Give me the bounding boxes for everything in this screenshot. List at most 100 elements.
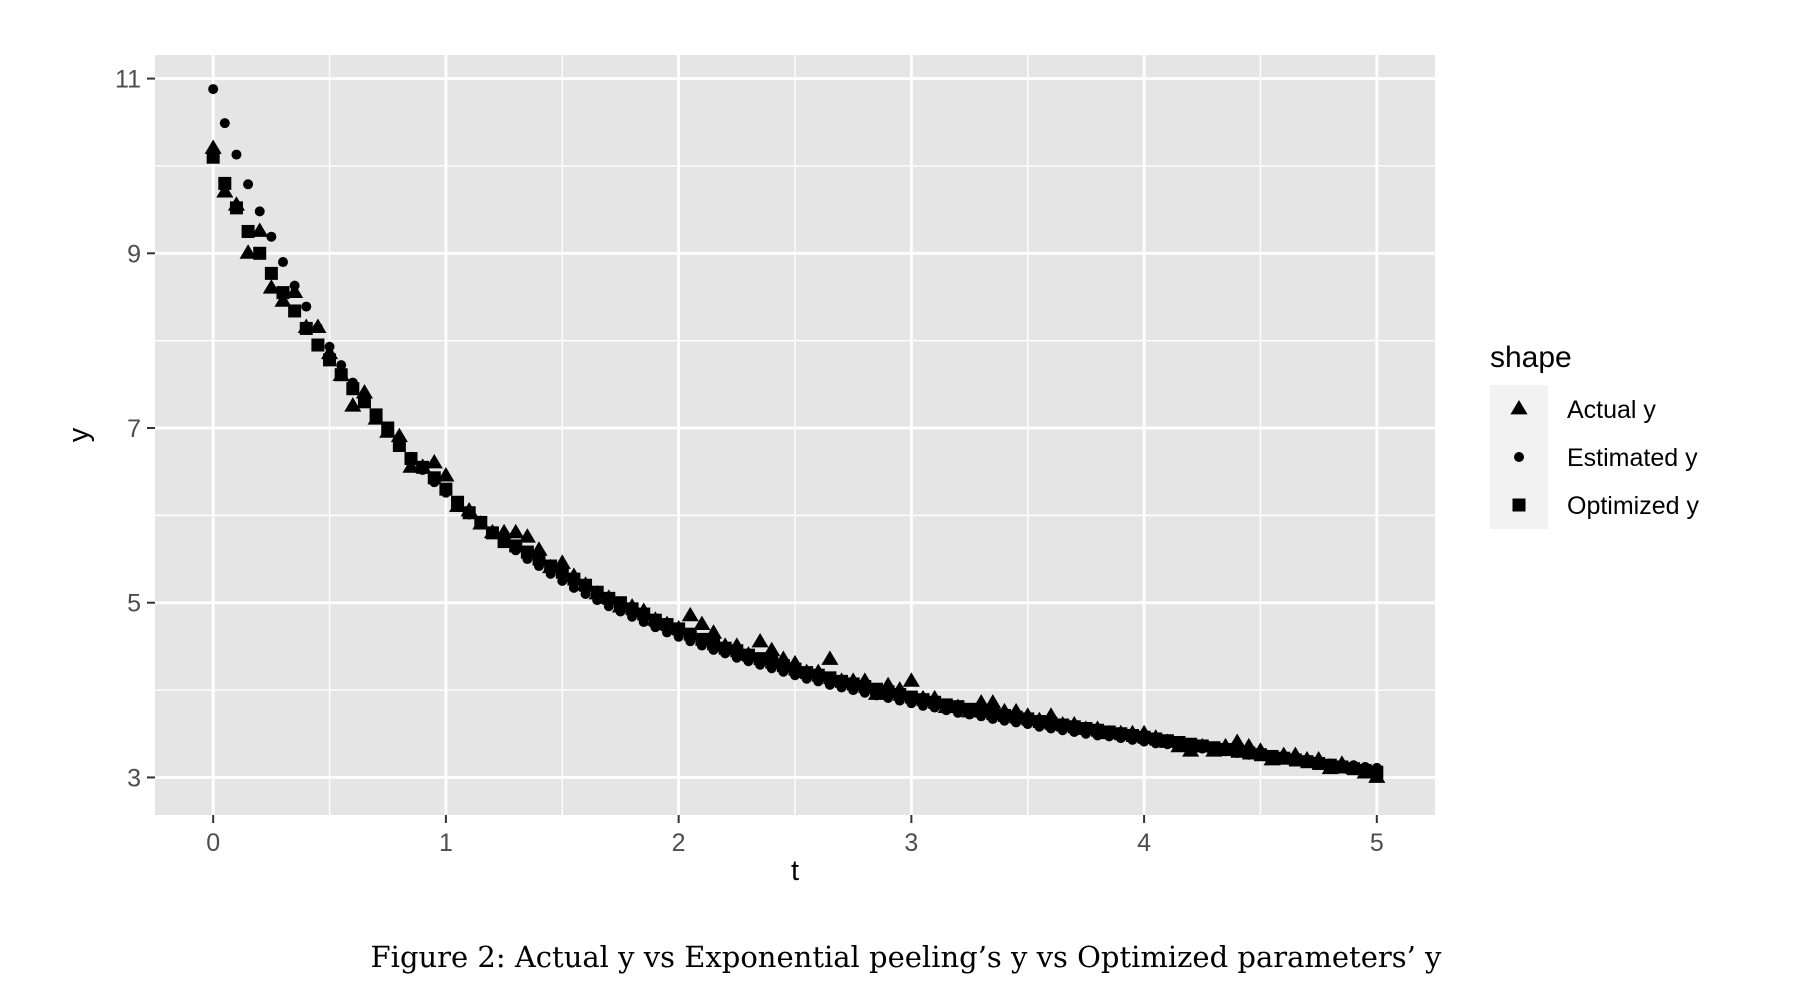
scatter-chart: 0 1 2 3 4 5 3 5 7 9 11 t y shape Actual y Estimat…	[63, 55, 1699, 887]
estimated-y-point	[894, 695, 905, 706]
actual-y-point	[1170, 737, 1188, 753]
y-tick-label: 9	[127, 240, 141, 268]
legend-keys	[1510, 400, 1528, 512]
legend: shape Actual y Estimated y Optimized y	[1490, 341, 1699, 529]
estimated-y-point	[347, 377, 358, 388]
actual-y-point	[402, 458, 420, 473]
estimated-y-point	[557, 575, 568, 586]
actual-y-point	[937, 698, 955, 713]
actual-y-point	[344, 397, 362, 412]
estimated-y-point	[627, 611, 638, 622]
actual-y-point	[460, 502, 478, 517]
estimated-y-point	[522, 554, 533, 565]
estimated-y-point	[1371, 762, 1382, 773]
actual-y-point	[483, 523, 502, 539]
estimated-y-point	[336, 360, 347, 371]
estimated-y-point	[696, 640, 707, 651]
actual-y-point	[856, 672, 874, 687]
figure-caption: Figure 2: Actual y vs Exponential peelin…	[370, 940, 1442, 974]
estimated-y-point	[243, 179, 254, 190]
y-tick-label: 7	[127, 415, 141, 443]
actual-y-point	[716, 637, 734, 652]
legend-label-estimated: Estimated y	[1567, 444, 1698, 472]
actual-y-point	[1088, 720, 1107, 735]
actual-y-point	[670, 619, 688, 635]
estimated-y-point	[266, 231, 277, 242]
actual-y-point	[914, 689, 932, 705]
estimated-y-point	[790, 670, 800, 681]
estimated-y-point	[440, 487, 451, 498]
actual-y-point	[704, 624, 723, 639]
actual-y-point	[949, 698, 967, 713]
actual-y-point	[972, 694, 990, 709]
actual-y-point	[1100, 724, 1118, 740]
estimated-y-point	[883, 692, 894, 703]
actual-y-point	[297, 318, 315, 333]
actual-y-point	[355, 384, 374, 399]
estimated-y-point	[219, 118, 230, 129]
actual-y-point	[1205, 742, 1223, 757]
legend-label-optimized: Optimized y	[1567, 492, 1699, 520]
actual-y-point	[635, 602, 653, 617]
actual-y-point	[425, 453, 443, 469]
actual-y-point	[774, 650, 792, 665]
actual-y-point	[472, 515, 490, 530]
actual-y-point	[216, 183, 234, 198]
actual-y-point	[1275, 746, 1293, 761]
actual-y-point	[1368, 768, 1386, 783]
estimated-y-point	[929, 702, 940, 713]
actual-y-point	[739, 646, 758, 661]
actual-y-point	[1019, 707, 1037, 722]
estimated-y-point	[510, 545, 521, 556]
actual-y-point	[1298, 750, 1316, 766]
actual-y-point	[867, 685, 886, 700]
actual-y-point	[1193, 737, 1211, 753]
estimated-y-point	[708, 644, 719, 655]
x-tick-label: 4	[1137, 829, 1151, 857]
estimated-y-point	[813, 676, 824, 687]
actual-y-point	[251, 222, 269, 237]
estimated-y-point	[731, 652, 742, 663]
actual-y-point	[507, 523, 525, 539]
actual-y-point	[309, 318, 327, 333]
estimated-y-point	[999, 715, 1010, 726]
actual-y-point	[1263, 750, 1281, 766]
x-tick-label: 5	[1370, 829, 1384, 857]
optimized-y-point	[206, 150, 220, 164]
actual-y-point	[565, 567, 583, 582]
x-axis-title: t	[791, 855, 799, 887]
estimated-y-point	[499, 537, 510, 548]
actual-y-point	[1310, 750, 1328, 766]
estimated-y-point	[278, 257, 288, 268]
actual-y-point	[576, 576, 595, 591]
actual-y-point	[1147, 729, 1165, 744]
actual-y-point	[239, 244, 257, 259]
estimated-y-point	[859, 687, 870, 698]
legend-key-circle	[1514, 452, 1524, 462]
estimated-y-point	[976, 711, 987, 722]
y-axis-title: y	[63, 427, 95, 442]
estimated-y-point	[778, 666, 789, 677]
actual-y-point	[693, 615, 711, 630]
estimated-y-point	[1232, 747, 1243, 758]
actual-y-point	[495, 523, 513, 539]
actual-y-point	[1333, 755, 1351, 770]
actual-y-point	[786, 654, 804, 670]
y-tick-label: 3	[127, 764, 141, 792]
optimized-y-point	[288, 304, 302, 318]
optimized-y-point	[311, 338, 325, 352]
optimized-y-point	[555, 565, 569, 579]
actual-y-point	[681, 606, 699, 622]
x-axis-ticks: 0 1 2 3 4 5	[206, 815, 1384, 857]
estimated-y-point	[824, 679, 835, 690]
actual-y-point	[227, 196, 246, 211]
legend-title: shape	[1490, 341, 1572, 374]
legend-key-triangle	[1510, 400, 1528, 415]
minor-gridlines	[155, 55, 1435, 815]
actual-y-point	[646, 611, 664, 626]
actual-y-point	[1135, 724, 1153, 740]
legend-key-square	[1512, 498, 1526, 512]
estimated-y-point	[685, 636, 696, 647]
actual-y-point	[995, 702, 1014, 718]
actual-y-point	[821, 650, 839, 665]
